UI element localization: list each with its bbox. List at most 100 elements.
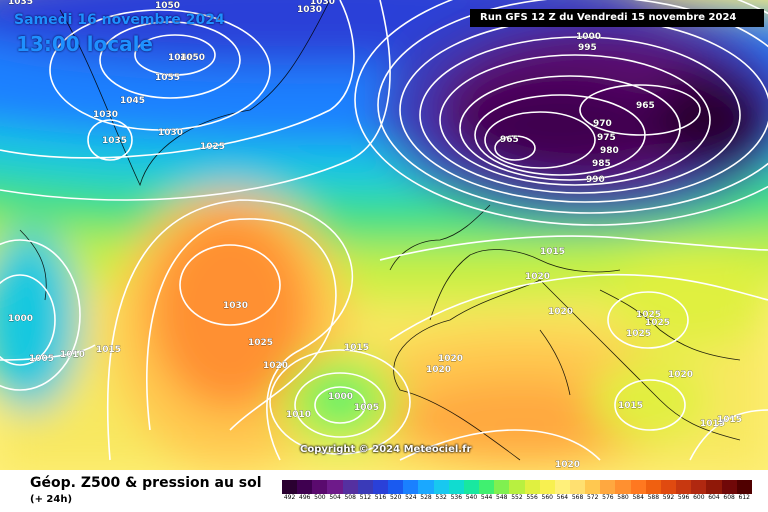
isobar-label: 1025: [248, 338, 273, 348]
isobar-label: 965: [500, 135, 519, 145]
scale-swatch: [418, 480, 434, 494]
isobar-label: 1020: [438, 354, 463, 364]
scale-swatch: [357, 480, 373, 494]
scale-label: 536: [450, 494, 463, 501]
scale-swatch: [403, 480, 419, 494]
isobar-label: 1030: [93, 110, 118, 120]
isobar-label: 1025: [636, 310, 661, 320]
scale-swatch: [479, 480, 495, 494]
scale-label: 608: [723, 494, 735, 501]
scale-swatch: [282, 480, 298, 494]
scale-label: 580: [617, 494, 629, 501]
scale-swatch: [524, 480, 540, 494]
isobar-label: 1055: [155, 73, 180, 83]
scale-swatch: [554, 480, 570, 494]
legend-title: Géop. Z500 & pression au sol: [30, 475, 262, 491]
isobar-label: 1000: [576, 32, 601, 42]
scale-label: 592: [662, 494, 675, 501]
isobar-label: 1020: [525, 272, 550, 282]
scale-label: 564: [556, 494, 569, 501]
isobar-label: 1030: [223, 301, 248, 311]
isobar-label: 1040: [168, 53, 193, 63]
isobar-label: 975: [597, 133, 616, 143]
scale-label: 496: [299, 494, 311, 501]
scale-swatch: [721, 480, 737, 494]
color-scale-swatches: [282, 480, 752, 494]
scale-label: 548: [496, 494, 508, 501]
map-canvas: 1050 103010301035104010501055104510301035…: [0, 0, 768, 470]
scale-label: 568: [571, 494, 584, 501]
scale-label: 544: [480, 494, 493, 501]
scale-swatch: [691, 480, 707, 494]
isobar-label: 1050: [180, 53, 205, 63]
run-info: Run GFS 12 Z du Vendredi 15 novembre 202…: [470, 9, 764, 27]
scale-label: 604: [708, 494, 720, 501]
scale-swatch: [312, 480, 328, 494]
scale-label: 612: [738, 494, 750, 501]
forecast-date: Samedi 16 novembre 2024: [14, 12, 225, 28]
scale-label: 556: [526, 494, 538, 501]
isobar-labels: 1050 103010301035104010501055104510301035…: [8, 0, 742, 470]
scale-swatch: [433, 480, 449, 494]
weather-map: 1050 1030 1030 1035 1040 1050 1055 1045 1030 1035…: [0, 0, 768, 470]
legend-subtitle: (+ 24h): [30, 494, 73, 505]
scale-label: 504: [329, 494, 341, 501]
scale-swatch: [585, 480, 601, 494]
scale-label: 540: [465, 494, 478, 501]
isobars: [0, 0, 768, 461]
scale-label: 600: [693, 494, 705, 501]
isobar-label: 970: [593, 119, 612, 129]
isobar-label: 1035: [102, 136, 127, 146]
isobar-label: 1030: [158, 128, 183, 138]
scale-label: 596: [677, 494, 690, 501]
scale-swatch: [539, 480, 555, 494]
isobar-label: 1015: [344, 343, 369, 353]
scale-swatch: [297, 480, 313, 494]
scale-swatch: [645, 480, 661, 494]
scale-label: 524: [405, 494, 417, 501]
scale-swatch: [600, 480, 616, 494]
scale-label: 516: [374, 494, 387, 501]
isobar-label: 1000: [8, 314, 33, 324]
isobar-label: 1045: [120, 96, 145, 106]
isobar-label: 995: [578, 43, 597, 53]
isobar-label: 1000: [328, 392, 353, 402]
isobar-label: 1015: [717, 415, 742, 425]
isobar-label: 1030: [310, 0, 335, 7]
isobar-label: 1015: [540, 247, 565, 257]
isobar-label: 1050: [155, 1, 180, 11]
isobar-label: 1020: [548, 307, 573, 317]
isobar-label: 1020: [555, 460, 580, 470]
isobar-label: 965: [636, 101, 655, 111]
isobar-label: 1010: [286, 410, 311, 420]
isobar-label: 1015: [96, 345, 121, 355]
scale-swatch: [660, 480, 677, 494]
scale-swatch: [509, 480, 525, 494]
map-legend-footer: Géop. Z500 & pression au sol (+ 24h) 492…: [0, 470, 768, 512]
scale-label: 508: [344, 494, 356, 501]
isobar-label: 1025: [626, 329, 651, 339]
isobar-label: 1020: [263, 361, 288, 371]
isobar-label: 990: [586, 175, 605, 185]
isobar-label: 1005: [354, 403, 379, 413]
isobar-label: 1015: [618, 401, 643, 411]
isobar-label: 980: [600, 146, 619, 156]
scale-label: 492: [283, 494, 296, 501]
scale-swatch: [736, 480, 752, 494]
scale-swatch: [448, 480, 464, 494]
scale-label: 588: [647, 494, 660, 501]
isobar-label: 1005: [29, 354, 54, 364]
scale-swatch: [388, 480, 404, 494]
scale-swatch: [630, 480, 646, 494]
scale-label: 576: [602, 494, 614, 501]
scale-label: 572: [586, 494, 599, 501]
scale-label: 500: [314, 494, 326, 501]
scale-label: 584: [632, 494, 644, 501]
isobar-label: 1020: [426, 365, 451, 375]
coastlines: [19, 0, 741, 461]
copyright-notice: Copyright © 2024 Meteociel.fr: [300, 444, 472, 455]
scale-label: 532: [435, 494, 447, 501]
isobar-label: 1025: [200, 142, 225, 152]
color-scale-labels: 492 496 500 504 508 512 516 520 524 528 532 536 540 5…: [282, 494, 752, 501]
isobar-label: 1030: [297, 5, 322, 15]
